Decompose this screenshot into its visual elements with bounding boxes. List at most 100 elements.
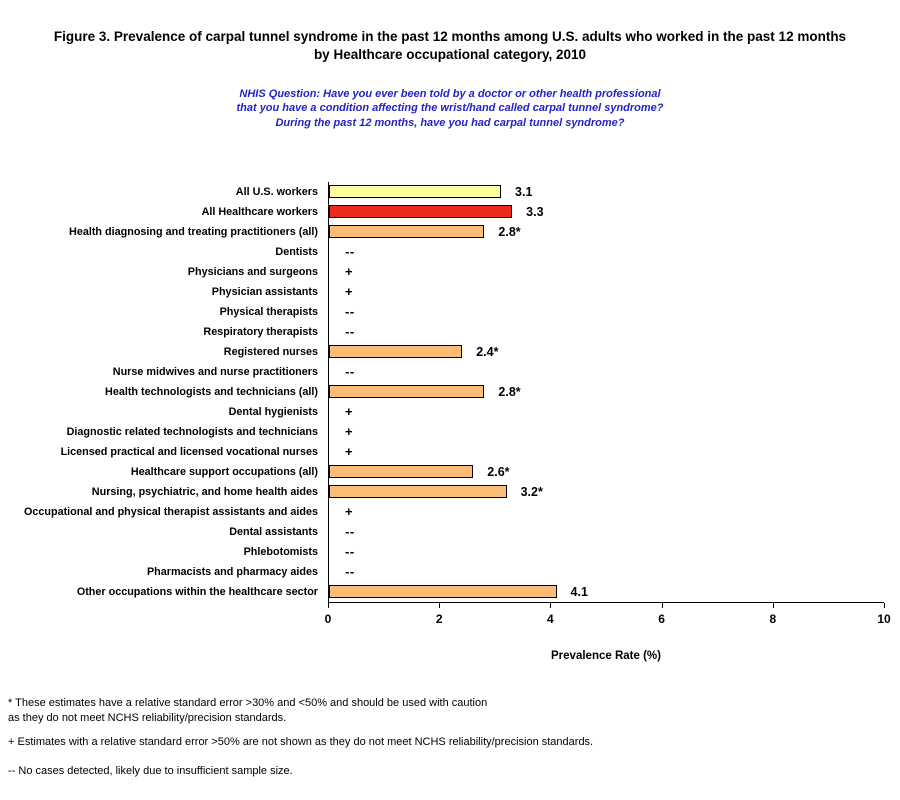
footnote-asterisk: * These estimates have a relative standa… [8,696,488,724]
plot-cell: -- [328,361,884,382]
plot-cell: 3.2* [328,481,884,502]
chart-row: Nurse midwives and nurse practitioners -- [0,361,900,382]
value-label: -- [345,244,355,260]
value-label: + [345,284,354,300]
category-label: Licensed practical and licensed vocation… [60,445,318,458]
bar-chart-rows: All U.S. workers 3.1 All Healthcare worker… [0,181,900,602]
plot-cell: 2.8* [328,381,884,402]
footnote-dashes: -- No cases detected, likely due to insu… [8,764,293,777]
footnote-plus: + Estimates with a relative standard err… [8,735,594,748]
bar [329,185,502,199]
value-label: -- [345,304,355,320]
x-axis-row: 0 2 4 6 8 10 [0,601,900,632]
bar [329,225,485,239]
plot-cell: -- [328,541,884,562]
title-line-2: by Healthcare occupational category, 201… [313,46,587,62]
plot-cell: 3.3 [328,201,884,222]
category-label: Nurse midwives and nurse practitioners [112,365,318,378]
category-label: Health technologists and technicians (al… [105,385,318,398]
bar [329,585,557,599]
category-label: Physicians and surgeons [187,265,318,278]
category-label: Healthcare support occupations (all) [130,465,318,478]
plot-cell: + [328,261,884,282]
title-line-1: Figure 3. Prevalence of carpal tunnel sy… [53,29,847,44]
value-label: + [345,404,354,420]
value-label: + [345,424,354,440]
value-label: 4.1 [570,584,588,599]
category-label: Dentists [275,245,318,258]
category-label: Pharmacists and pharmacy aides [146,565,318,578]
bar [329,385,485,399]
value-label: -- [345,544,355,560]
page-title: Figure 3. Prevalence of carpal tunnel sy… [0,28,900,63]
chart-subtitle: NHIS Question: Have you ever been told b… [0,87,900,130]
x-axis: 0 2 4 6 8 10 [324,601,891,632]
plot-cell: -- [328,301,884,322]
category-label: Respiratory therapists [203,325,318,338]
tick-label: 2 [435,611,443,626]
tick-label: 0 [324,611,332,626]
chart-row: Physical therapists -- [0,301,900,322]
bar [329,345,463,359]
value-label: 2.8* [498,384,521,399]
chart-row: Healthcare support occupations (all) 2.6* [0,461,900,482]
x-axis-label-row: Prevalence Rate (%) [0,650,900,662]
axis-tick [550,602,552,608]
value-label: -- [345,364,355,380]
value-label: 3.2* [520,484,543,499]
plot-cell: + [328,401,884,422]
footnotes: * These estimates have a relative standa… [0,696,900,778]
chart-row: Pharmacists and pharmacy aides -- [0,561,900,582]
category-label: Dental assistants [229,525,318,538]
subtitle-line-3: During the past 12 months, have you had … [275,116,625,129]
category-label: All U.S. workers [235,185,318,198]
category-label: Registered nurses [223,345,318,358]
bar [329,465,474,479]
chart-row: Phlebotomists -- [0,541,900,562]
category-label: Dental hygienists [228,405,318,418]
chart-row: Health diagnosing and treating practitio… [0,221,900,242]
axis-tick [661,602,663,608]
plot-cell: + [328,421,884,442]
value-label: 2.4* [476,344,499,359]
plot-cell: -- [328,241,884,262]
subtitle-line-2: that you have a condition affecting the … [236,102,664,115]
category-label: Physical therapists [219,305,318,318]
category-label: Other occupations within the healthcare … [76,585,318,598]
bar-chart: All U.S. workers 3.1 All Healthcare worker… [0,181,900,662]
axis-tick [328,602,329,608]
category-label: Health diagnosing and treating practitio… [69,225,318,238]
chart-row: Dental hygienists + [0,401,900,422]
chart-row: Occupational and physical therapist assi… [0,501,900,522]
chart-row: Registered nurses 2.4* [0,341,900,362]
plot-cell: -- [328,561,884,582]
chart-row: Health technologists and technicians (al… [0,381,900,402]
chart-row: Nursing, psychiatric, and home health ai… [0,481,900,502]
plot-cell: 4.1 [328,581,884,602]
value-label: 2.8* [498,224,521,239]
chart-row: Other occupations within the healthcare … [0,581,900,602]
tick-label: 6 [658,611,665,626]
plot-cell: + [328,281,884,302]
axis-tick [439,602,441,608]
axis-spacer [0,602,328,632]
chart-row: Diagnostic related technologists and tec… [0,421,900,442]
chart-row: Respiratory therapists -- [0,321,900,342]
plot-cell: -- [328,521,884,542]
subtitle-line-1: NHIS Question: Have you ever been told b… [239,88,661,101]
value-label: -- [345,564,355,580]
axis-tick [772,602,774,608]
category-label: Occupational and physical therapist assi… [23,505,318,518]
category-label: All Healthcare workers [201,205,318,218]
chart-row: All U.S. workers 3.1 [0,181,900,202]
category-label: Physician assistants [211,285,318,298]
plot-cell: 3.1 [328,181,884,202]
value-label: -- [345,324,355,340]
plot-cell: + [328,501,884,522]
value-label: 3.3 [526,204,544,219]
chart-row: Dentists -- [0,241,900,262]
tick-label: 4 [547,611,554,626]
plot-cell: -- [328,321,884,342]
plot-cell: 2.8* [328,221,884,242]
